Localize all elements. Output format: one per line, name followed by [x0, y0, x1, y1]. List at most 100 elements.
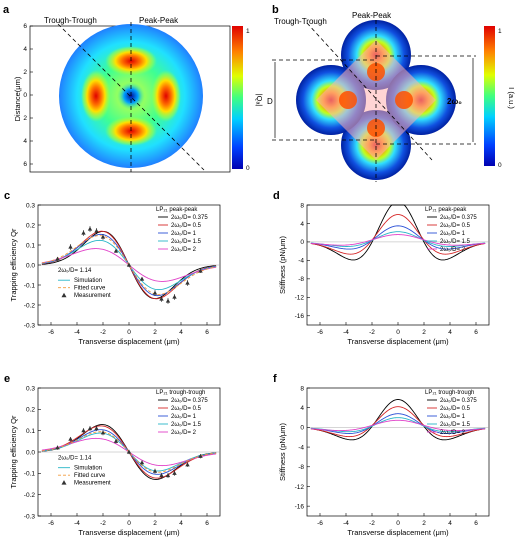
panel-d-xlabel: Transverse displacement (μm): [347, 337, 449, 346]
panel-c-measure-point: [68, 244, 73, 249]
panel-c-title: LP₂₁ peak-peak: [156, 207, 198, 213]
panel-d-xtick-label: 6: [474, 329, 478, 336]
panel-e-xtick-label: 6: [205, 520, 209, 527]
panel-f-ytick-label: 8: [300, 385, 304, 392]
panel-a-ytick-label: 0: [23, 92, 27, 99]
panel-e-ytick-label: 0.0: [26, 449, 35, 456]
panel-e-xtick-label: -6: [48, 520, 54, 527]
panel-c-measure-point: [100, 234, 106, 239]
panel-f-ytick-label: 0: [300, 425, 304, 432]
panel-e: e -6 -4 -2 0 2 4 6 0.3 0.2 0.1 0.0 -0.1 -0.2 -0.3 Trans…: [4, 373, 221, 537]
panel-d-xtick-label: -4: [343, 329, 349, 336]
panel-d-ylabel: Stiffness (pN/μm): [278, 236, 287, 294]
panel-e-ylabel: Trapping efficiency Qr: [9, 415, 18, 488]
panel-e-xtick-label: 0: [127, 520, 131, 527]
panel-a-ytick-label: 2: [23, 69, 27, 76]
panel-d-ytick-label: -4: [298, 258, 304, 265]
panel-f-xtick-label: -4: [343, 520, 349, 527]
panel-c-xtick-label: 2: [153, 329, 157, 336]
panel-d-ytick-label: -8: [298, 276, 304, 283]
panel-d-xtick-label: -6: [317, 329, 323, 336]
panel-e-legend2-title: 2ω₀/D= 1.14: [58, 456, 92, 462]
panel-c-measure-point: [55, 256, 60, 261]
panel-a-cbar-max: 1: [246, 28, 250, 35]
panel-b-hot-left: [339, 91, 357, 109]
panel-d-legend-item-4: 2ω₀/D= 2: [440, 247, 466, 253]
panel-c-measure-point: [126, 262, 132, 267]
panel-e-legend-item-1: 2ω₀/D= 0.5: [171, 406, 202, 412]
panel-e-legend-item-0: 2ω₀/D= 0.375: [171, 398, 208, 404]
panel-b-cbar-label: I (a.u.): [507, 87, 516, 109]
panel-d-series-0-line: [310, 204, 486, 261]
panel-e-legend-item-2: 2ω₀/D= 1: [171, 414, 197, 420]
panel-a-ytick-label: 4: [23, 138, 27, 145]
panel-f-xtick-label: 0: [396, 520, 400, 527]
panel-e-xtick-label: 2: [153, 520, 157, 527]
panel-b-w-label: 2ω₀: [447, 97, 462, 106]
panel-d-legend-item-1: 2ω₀/D= 0.5: [440, 223, 471, 229]
panel-c-measure-point: [185, 280, 190, 285]
panel-b-colorbar: [484, 26, 495, 166]
panel-c: c -6 -4 -2 0 2 4 6 0.3 0.2 0.1 0.0 -0.1 -0.2 -0.3 Trans…: [4, 190, 221, 346]
panel-e-measure-point: [81, 428, 86, 433]
panel-c-ytick-label: -0.2: [24, 302, 36, 309]
panel-e-legend-item-3: 2ω₀/D= 1.5: [171, 422, 202, 428]
panel-f-legend-item-4: 2ω₀/D= 2: [440, 430, 466, 436]
panel-e-ytick-label: -0.2: [24, 492, 36, 499]
panel-c-measure-point: [165, 298, 171, 303]
panel-f-xtick-label: 2: [422, 520, 426, 527]
panel-f-legend-item-2: 2ω₀/D= 1: [440, 414, 466, 420]
panel-e-fit-line: [41, 431, 217, 473]
panel-f-label: f: [273, 373, 277, 385]
panel-a-yticks: 6 4 2 0 2 4 6: [23, 23, 33, 168]
panel-c-legend2-swatch-2: [61, 292, 67, 298]
panel-a-ytick-label: 6: [23, 23, 27, 30]
panel-e-legend2-swatch-2: [61, 480, 67, 485]
panel-f-ytick-label: 4: [300, 405, 304, 412]
panel-a-ytick-label: 4: [23, 46, 27, 53]
panel-c-ylabel: Trapping efficiency Qr: [9, 228, 18, 301]
panel-c-xtick-label: -2: [100, 329, 106, 336]
panel-e-title: LP₂₁ trough-trough: [156, 390, 205, 396]
panel-a-ylabel: Distance(μm): [13, 76, 22, 121]
panel-c-legend2-title: 2ω₀/D= 1.14: [58, 268, 92, 274]
panel-c-legend2-item-2: Measurement: [74, 293, 111, 299]
panel-e-measure-point: [100, 430, 106, 435]
panel-a-label: a: [3, 4, 10, 16]
panel-d-series-1-line: [310, 214, 486, 255]
panel-e-measure-point: [152, 468, 158, 473]
panel-c-measure-point: [152, 290, 158, 295]
panel-c-measure-point: [159, 296, 164, 301]
panel-c-xtick-label: 0: [127, 329, 131, 336]
panel-a-cbar-label: |Qₐ|: [255, 94, 264, 107]
panel-c-legend2-item-1: Fitted curve: [74, 286, 106, 292]
panel-d-xtick-label: 0: [396, 329, 400, 336]
panel-f-legend-item-3: 2ω₀/D= 1.5: [440, 422, 471, 428]
panel-a-ytick-label: 6: [23, 161, 27, 168]
panel-d-legend-item-0: 2ω₀/D= 0.375: [440, 215, 477, 221]
panel-e-measure-point: [68, 436, 73, 441]
panel-d-series-2-line: [310, 225, 486, 250]
panel-c-legend2-item-0: Simulation: [74, 278, 102, 284]
panel-f-xtick-label: -2: [369, 520, 375, 527]
panel-c-ytick-label: -0.3: [24, 322, 36, 329]
panel-e-ytick-label: 0.3: [26, 385, 35, 392]
panel-e-legend2-item-2: Measurement: [74, 481, 111, 487]
panel-e-measure-point: [172, 470, 177, 475]
panel-e-measure-point: [126, 449, 132, 454]
panel-b-d-label: D: [267, 97, 273, 106]
panel-a-trough-annot: Trough-Trough: [44, 16, 97, 25]
panel-f-series-4-line: [310, 419, 486, 431]
panel-d-ytick-label: 0: [300, 239, 304, 246]
panel-e-measure-point: [94, 426, 99, 431]
panel-c-measure-point: [198, 268, 203, 273]
panel-f-ytick-label: -4: [298, 444, 304, 451]
panel-d-ytick-label: 8: [300, 202, 304, 209]
panel-a-cbar-min: 0: [246, 165, 250, 172]
panel-e-measure-point: [159, 473, 164, 478]
panel-f-series-0-line: [310, 399, 486, 441]
panel-b-trough-line: [306, 22, 433, 161]
panel-e-ytick-label: 0.2: [26, 407, 35, 414]
panel-b-label: b: [272, 4, 279, 16]
